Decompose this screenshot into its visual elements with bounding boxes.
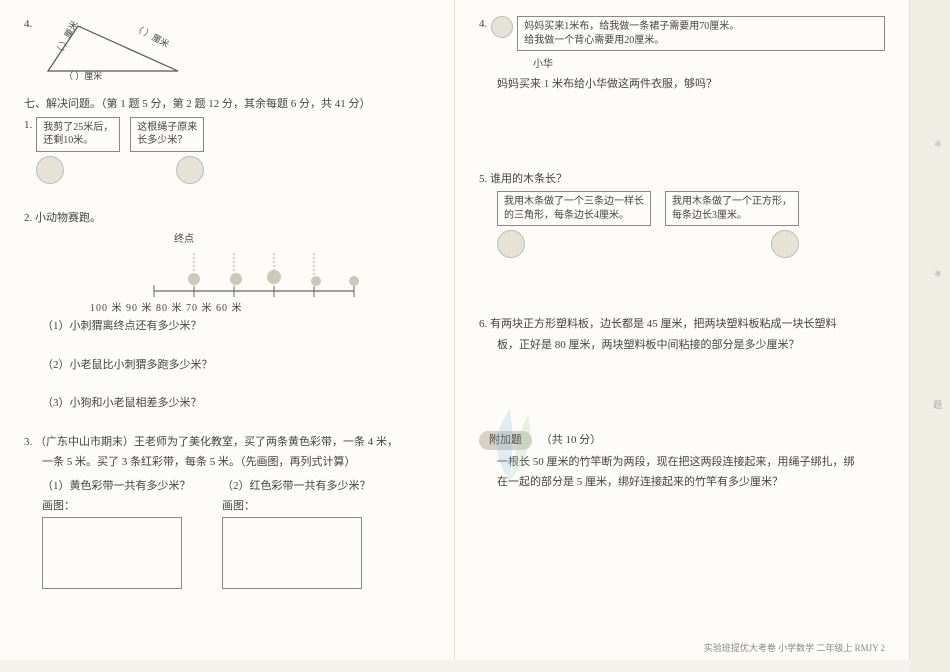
right-q5: 5. 谁用的木条长？: [479, 171, 885, 188]
rq6-number: 6.: [479, 318, 487, 330]
q3-text-l2: 一条 5 米。买了 3 条红彩带，每条 5 米。（先画图，再列式计算）: [24, 454, 430, 471]
rq6-l1: 有两块正方形塑料板，边长都是 45 厘米，把两块塑料板粘成一块长塑料: [490, 318, 837, 330]
left-q1: 1. 我剪了25米后， 还剩10米。 这根绳子原来 长多少米？: [24, 117, 430, 184]
dog-bubble: 我用木条做了一个三条边一样长 的三角形，每条边长4厘米。: [497, 191, 651, 226]
finish-label: 终点: [84, 230, 284, 245]
race-svg: [144, 249, 364, 297]
q3-col1: （1）黄色彩带一共有多少米？ 画图：: [42, 477, 192, 589]
q1-right-l1: 这根绳子原来: [137, 121, 197, 135]
cow-l1: 我用木条做了一个正方形，: [672, 195, 792, 209]
left-q3: 3. （广东中山市期末）王老师为了美化教室，买了两条黄色彩带，一条 4 米，: [24, 434, 430, 451]
q2-title: 小动物赛跑。: [35, 212, 101, 224]
rq4-ask: 妈妈买来 1 米布给小华做这两件衣服，够吗？: [479, 76, 885, 93]
left-q2-title: 2. 小动物赛跑。: [24, 210, 430, 227]
cow-icon: [771, 230, 799, 258]
q1-bubble-right: 这根绳子原来 长多少米？: [130, 117, 204, 152]
girl-face-icon: [491, 16, 513, 38]
q1-right-l2: 长多少米？: [137, 134, 197, 148]
rq5-bubbles: 我用木条做了一个三条边一样长 的三角形，每条边长4厘米。 我用木条做了一个正方形…: [479, 191, 885, 258]
q3-number: 3.: [24, 436, 32, 448]
rq4-bubble: 妈妈买来1米布，给我做一条裙子需要用70厘米。 给我做一个背心需要用20厘米。: [517, 16, 885, 51]
rq4-l1: 妈妈买来1米布，给我做一条裙子需要用70厘米。: [524, 20, 878, 34]
cow-l2: 每条边长3厘米。: [672, 209, 792, 223]
bonus-l1: 一根长 50 厘米的竹竿断为两段，现在把这两段连接起来，用绳子绑扎，绑: [479, 454, 885, 471]
page-footer: 实验班提优大考卷 小学数学 二年级上 RMJY 2: [704, 641, 885, 654]
q1-bubble-left: 我剪了25米后， 还剩10米。: [36, 117, 120, 152]
q3-draw-row: （1）黄色彩带一共有多少米？ 画图： （2）红色彩带一共有多少米？ 画图：: [24, 477, 430, 589]
q1-left-l1: 我剪了25米后，: [43, 121, 113, 135]
page-left: 4. （ ）厘米 （ ）厘米 （ ）厘米 七、解决问题。（第 1 题 5 分，第…: [0, 0, 455, 660]
tab-mark-3: 题: [931, 400, 944, 409]
race-figure: 终点 100 米 90 米 80 米 70 米 60 米: [24, 230, 430, 314]
bonus-heading: 附加题 （共 10 分）: [479, 431, 885, 450]
bonus-l2: 在一起的部分是 5 厘米，绑好连接起来的竹竿有多少厘米？: [479, 474, 885, 491]
section7-heading: 七、解决问题。（第 1 题 5 分，第 2 题 12 分，其余每题 6 分，共 …: [24, 96, 430, 113]
q4-number: 4.: [24, 16, 32, 86]
tab-mark-1: ※: [934, 140, 944, 150]
dog-l1: 我用木条做了一个三条边一样长: [504, 195, 644, 209]
race-scale: 100 米 90 米 80 米 70 米 60 米: [84, 299, 430, 314]
q1-number: 1.: [24, 117, 32, 134]
right-q6: 6. 有两块正方形塑料板，边长都是 45 厘米，把两块塑料板粘成一块长塑料: [479, 316, 885, 333]
dog-l2: 的三角形，每条边长4厘米。: [504, 209, 644, 223]
tab-mark-2: ※: [934, 270, 944, 280]
girl-knitting-icon: [36, 156, 64, 184]
bonus-label: 附加题: [479, 431, 532, 450]
rq4-l2: 给我做一个背心需要用20厘米。: [524, 34, 878, 48]
q3-col2: （2）红色彩带一共有多少米？ 画图：: [222, 477, 372, 589]
draw-box-2: [222, 517, 362, 589]
side3-label: （ ）厘米: [64, 70, 102, 84]
q2-sub1: （1）小刺猬离终点还有多少米？: [24, 318, 430, 335]
woman-icon: [176, 156, 204, 184]
draw-box-1: [42, 517, 182, 589]
q2-sub2: （2）小老鼠比小刺猬多跑多少米？: [24, 357, 430, 374]
q3-draw-label-2: 画图：: [222, 497, 372, 513]
q3-text-l1: （广东中山市期末）王老师为了美化教室，买了两条黄色彩带，一条 4 米，: [35, 436, 398, 448]
q3-sub1: （1）黄色彩带一共有多少米？: [42, 477, 192, 493]
side-tab-strip: ※ ※ 题: [910, 0, 950, 672]
xiaohua-label: 小华: [533, 55, 885, 70]
dog-icon: [497, 230, 525, 258]
cow-bubble: 我用木条做了一个正方形， 每条边长3厘米。: [665, 191, 799, 226]
rq5-title: 谁用的木条长？: [490, 173, 567, 185]
q2-sub3: （3）小狗和小老鼠相差多少米？: [24, 395, 430, 412]
q2-number: 2.: [24, 212, 32, 224]
right-q4: 4. 妈妈买来1米布，给我做一条裙子需要用70厘米。 给我做一个背心需要用20厘…: [479, 16, 885, 51]
bonus-pts: （共 10 分）: [541, 434, 602, 446]
page-right: 4. 妈妈买来1米布，给我做一条裙子需要用70厘米。 给我做一个背心需要用20厘…: [455, 0, 910, 660]
q3-draw-label-1: 画图：: [42, 497, 192, 513]
q3-sub2: （2）红色彩带一共有多少米？: [222, 477, 372, 493]
rq4-number: 4.: [479, 16, 487, 51]
rq5-number: 5.: [479, 173, 487, 185]
rq6-l2: 板，正好是 80 厘米，两块塑料板中间粘接的部分是多少厘米？: [479, 337, 885, 354]
q1-left-l2: 还剩10米。: [43, 134, 113, 148]
